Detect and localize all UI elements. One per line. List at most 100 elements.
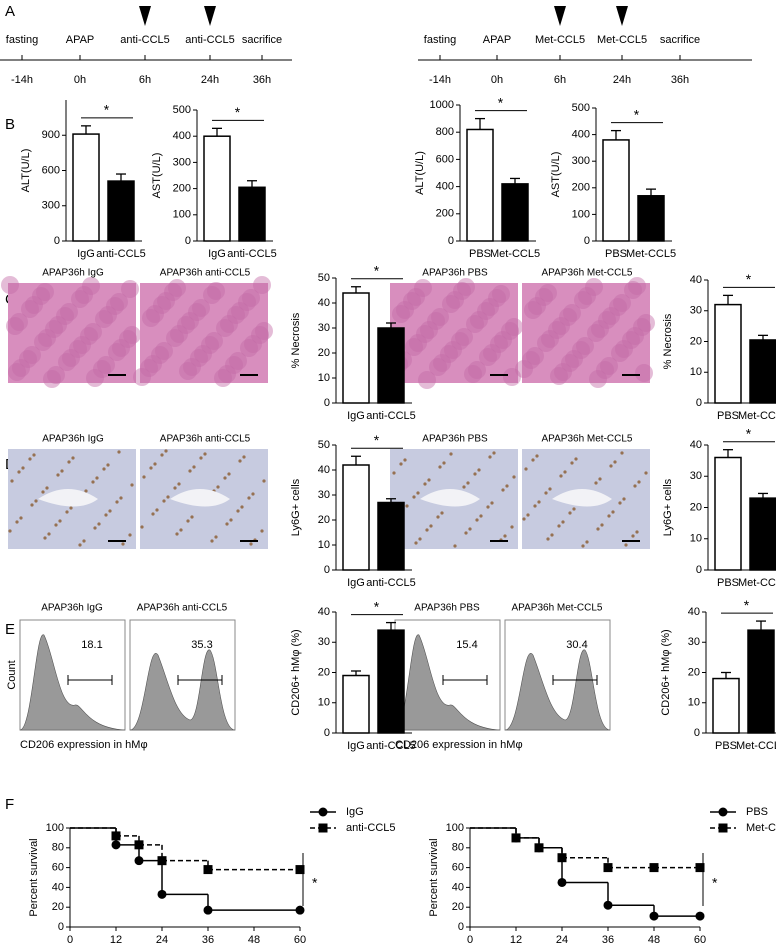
cell bbox=[93, 526, 97, 530]
cell bbox=[28, 457, 32, 461]
y-tick-label: 80 bbox=[452, 842, 464, 854]
cell bbox=[21, 466, 25, 470]
cell bbox=[104, 513, 108, 517]
cell bbox=[91, 480, 95, 484]
cell bbox=[32, 453, 36, 457]
cell bbox=[479, 514, 483, 518]
tissue-patch bbox=[576, 337, 594, 355]
vessel bbox=[170, 489, 230, 507]
tissue-patch bbox=[205, 332, 223, 350]
y-tick-label: 10 bbox=[690, 366, 702, 378]
tissue-patch bbox=[10, 313, 28, 331]
tissue-patch bbox=[609, 298, 627, 316]
tissue-patch bbox=[62, 349, 80, 367]
micrograph-label: APAP36h Met-CCL5 bbox=[542, 268, 633, 279]
cell bbox=[574, 457, 578, 461]
timeline-event: sacrifice bbox=[242, 34, 282, 46]
cell bbox=[262, 479, 266, 483]
cell bbox=[412, 495, 416, 499]
x-tick-label: 0 bbox=[67, 934, 73, 945]
tissue-patch bbox=[255, 322, 273, 340]
cell bbox=[618, 501, 622, 505]
tissue-patch bbox=[192, 299, 210, 317]
cell bbox=[153, 462, 157, 466]
tissue-patch bbox=[589, 370, 607, 388]
tissue-patch bbox=[587, 324, 605, 342]
timeline-event: sacrifice bbox=[660, 34, 700, 46]
cell bbox=[84, 489, 88, 493]
timeline-time: 36h bbox=[671, 74, 689, 86]
legend-marker bbox=[718, 823, 728, 833]
cell bbox=[392, 471, 396, 475]
cell bbox=[510, 525, 514, 529]
cell bbox=[631, 534, 635, 538]
bar bbox=[377, 501, 405, 571]
cell bbox=[548, 487, 552, 491]
x-tick-label: Met-CCL5 bbox=[738, 577, 776, 589]
histogram-xlabel: CD206 expression in hMφ bbox=[20, 739, 148, 751]
micrograph bbox=[133, 276, 273, 387]
bar bbox=[377, 327, 405, 404]
tissue-patch bbox=[123, 326, 141, 344]
timeline-event: Met-CCL5 bbox=[535, 34, 585, 46]
cell bbox=[594, 481, 598, 485]
cell bbox=[128, 533, 132, 537]
cell bbox=[67, 460, 71, 464]
cell bbox=[468, 527, 472, 531]
bar bbox=[342, 292, 370, 404]
tissue-patch bbox=[69, 340, 87, 358]
bar bbox=[238, 186, 266, 242]
cell bbox=[559, 474, 563, 478]
timeline-event: APAP bbox=[483, 34, 512, 46]
y-tick-label: 50 bbox=[318, 272, 330, 284]
tissue-patch bbox=[75, 286, 93, 304]
tissue-patch bbox=[444, 341, 462, 359]
tissue-patch bbox=[505, 318, 523, 336]
cell bbox=[526, 513, 530, 517]
timeline-event: fasting bbox=[424, 34, 456, 46]
marker bbox=[534, 843, 544, 853]
cell bbox=[10, 479, 14, 483]
tissue-patch bbox=[142, 309, 160, 327]
y-tick-label: 30 bbox=[318, 636, 330, 648]
tissue-patch bbox=[225, 356, 243, 374]
legend-label: IgG bbox=[346, 806, 364, 818]
tissue-patch bbox=[611, 344, 629, 362]
cell bbox=[247, 496, 251, 500]
tissue-patch bbox=[414, 279, 432, 297]
cell bbox=[227, 472, 231, 476]
tissue-patch bbox=[43, 370, 61, 388]
cell bbox=[236, 509, 240, 513]
tissue-patch bbox=[578, 287, 596, 305]
marker bbox=[695, 911, 705, 921]
cell bbox=[203, 452, 207, 456]
cell bbox=[416, 491, 420, 495]
tissue-patch bbox=[446, 291, 464, 309]
micrograph-label: APAP36h IgG bbox=[42, 268, 104, 279]
bar bbox=[466, 128, 494, 242]
tissue-patch bbox=[522, 351, 540, 369]
tissue-patch bbox=[106, 297, 124, 315]
y-tick-label: 100 bbox=[173, 209, 191, 221]
y-axis-label: CD206+ hMφ (%) bbox=[660, 629, 672, 715]
histogram-label: APAP36h IgG bbox=[41, 603, 103, 614]
y-tick-label: 600 bbox=[436, 153, 454, 165]
y-axis-label: AST(U/L) bbox=[550, 152, 562, 198]
x-tick-label: PBS bbox=[605, 248, 627, 260]
tissue-patch bbox=[591, 320, 609, 338]
x-tick-label: 48 bbox=[248, 934, 260, 945]
cell bbox=[41, 490, 45, 494]
injection-arrow bbox=[554, 6, 566, 26]
cell bbox=[119, 496, 123, 500]
cell bbox=[95, 476, 99, 480]
cell bbox=[251, 492, 255, 496]
tissue-patch bbox=[622, 331, 640, 349]
timeline-event: Met-CCL5 bbox=[597, 34, 647, 46]
cell bbox=[531, 458, 535, 462]
cell bbox=[490, 501, 494, 505]
tissue-patch bbox=[561, 354, 579, 372]
bar bbox=[749, 339, 776, 404]
tissue-patch bbox=[240, 339, 258, 357]
y-tick-label: 0 bbox=[584, 235, 590, 247]
tissue-patch bbox=[535, 288, 553, 306]
